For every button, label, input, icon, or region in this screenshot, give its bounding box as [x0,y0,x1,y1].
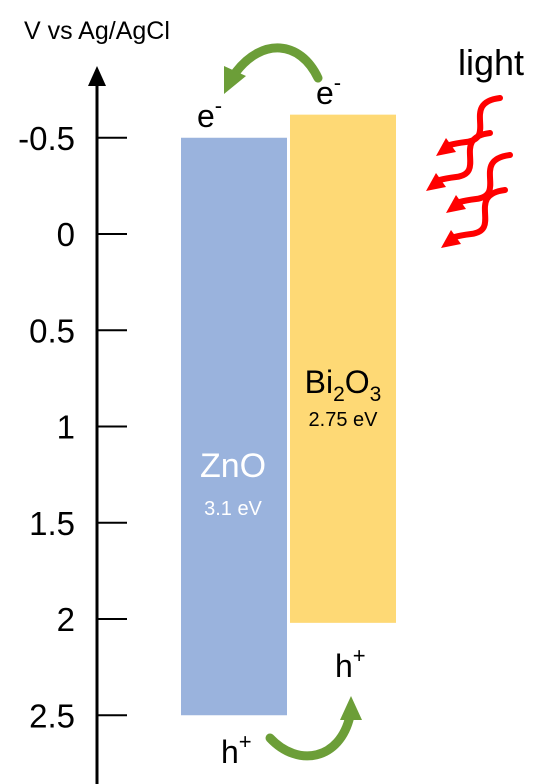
light-label: light [458,42,524,83]
light-ray-arrowhead [426,173,446,191]
axis-label: V vs Ag/AgCl [24,17,170,45]
tick-label: 0.5 [29,312,75,349]
axis-ticks: -0.5 0 0.5 1 1.5 2 2.5 [18,120,127,734]
light-ray-arrowhead [446,195,466,213]
bi2o3-gap-label: 2.75 eV [309,409,379,431]
light-rays [426,95,513,248]
tick-label: -0.5 [18,120,75,157]
bi2o3-band [290,114,396,623]
hole-transfer-arrow [265,696,362,761]
light-ray-arrowhead [441,230,461,248]
tick-label: 1.5 [29,505,75,542]
tick-label: 2.5 [29,697,75,734]
light-ray [452,152,513,209]
hole-bi2o3: h+ [335,643,366,684]
tick-label: 0 [57,216,75,253]
zno-band [181,137,287,716]
zno-label: ZnO [200,447,266,485]
bi2o3-label: Bi2O3 [305,364,382,406]
electron-zno: e- [197,93,222,134]
hole-zno: h+ [221,729,252,770]
light-ray-arrowhead [436,138,456,156]
tick-label: 2 [57,601,75,638]
tick-label: 1 [57,409,75,446]
axis-arrowhead [88,66,106,86]
electron-bi2o3: e- [316,70,341,111]
zno-gap-label: 3.1 eV [204,498,262,520]
electron-transfer-arrow [224,43,323,94]
